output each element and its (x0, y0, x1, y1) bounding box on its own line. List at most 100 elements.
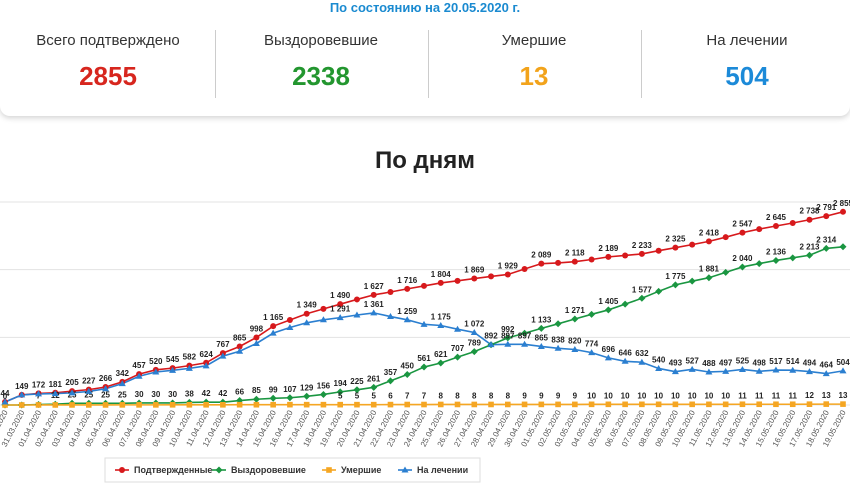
point (521, 329, 529, 337)
point (605, 253, 612, 260)
point (621, 357, 629, 364)
point (153, 402, 159, 408)
value-label: 10 (704, 391, 713, 400)
point (488, 273, 495, 280)
value-label: 25 (84, 390, 93, 399)
value-label: 525 (736, 356, 750, 365)
point (454, 401, 461, 408)
value-label: 767 (216, 340, 230, 349)
point (353, 311, 361, 318)
point (185, 364, 193, 371)
value-label: 632 (635, 349, 649, 358)
value-label: 85 (252, 386, 261, 395)
value-label: 1 869 (464, 266, 485, 275)
point (252, 339, 260, 346)
point (789, 366, 797, 373)
point (203, 401, 209, 408)
point (822, 370, 830, 377)
value-label: 42 (202, 389, 211, 398)
value-label: 2 189 (598, 244, 619, 253)
value-label: 774 (585, 340, 599, 349)
point (135, 372, 143, 379)
point (319, 390, 327, 398)
value-label: 9 (573, 391, 578, 400)
point (689, 401, 695, 408)
point (588, 310, 596, 318)
value-label: 25 (101, 390, 110, 399)
value-label: 10 (637, 391, 646, 400)
point (319, 316, 327, 323)
value-label: 129 (300, 383, 314, 392)
value-label: 11 (755, 391, 764, 400)
value-label: 30 (151, 390, 160, 399)
value-label: 10 (621, 391, 630, 400)
point (370, 401, 377, 408)
value-label: 992 (501, 325, 515, 334)
point (689, 241, 696, 248)
point (604, 354, 612, 361)
point (102, 385, 110, 392)
point (404, 401, 411, 408)
point (420, 363, 428, 371)
value-label: 205 (65, 378, 79, 387)
stat-value: 504 (725, 61, 769, 91)
value-label: 156 (317, 381, 331, 390)
point (805, 251, 813, 259)
point (738, 365, 746, 372)
value-label: 488 (702, 359, 716, 368)
value-label: 520 (149, 357, 163, 366)
point (269, 394, 277, 402)
point (655, 247, 662, 254)
value-label: 13 (822, 391, 831, 400)
value-label: 357 (384, 368, 398, 377)
point (336, 314, 344, 321)
point (336, 388, 344, 396)
point (421, 401, 427, 408)
value-label: 8 (439, 391, 444, 400)
value-label: 2 089 (531, 251, 552, 260)
point (655, 401, 662, 408)
value-label: 514 (786, 357, 800, 366)
point (437, 401, 444, 408)
value-label: 1 291 (330, 305, 351, 314)
value-label: 561 (417, 354, 431, 363)
point (671, 368, 679, 375)
value-label: 107 (283, 385, 297, 394)
value-label: 1 716 (397, 276, 418, 285)
value-label: 897 (518, 331, 532, 340)
value-label: 624 (199, 350, 213, 359)
point (437, 359, 445, 367)
point (840, 401, 846, 407)
value-label: 1 929 (498, 261, 519, 270)
value-label: 1 405 (598, 297, 619, 306)
point (537, 324, 545, 332)
legend-box (104, 457, 481, 483)
value-label: 194 (334, 379, 348, 388)
point (404, 285, 411, 292)
stat: На лечении 504 (641, 32, 850, 92)
value-label: 707 (451, 344, 465, 353)
value-label: 1 804 (431, 270, 452, 279)
value-label: 1 361 (364, 300, 385, 309)
chart-title: По дням (375, 147, 475, 174)
point (421, 282, 427, 289)
point (270, 401, 276, 408)
value-label: 9 (539, 391, 544, 400)
point (320, 401, 327, 408)
summary-card: По состоянию на 20.05.2020 г. Всего подт… (0, 0, 850, 116)
point (471, 275, 478, 282)
point (152, 368, 160, 375)
value-label: 9 (522, 391, 527, 400)
stat-label: Умершие (501, 32, 567, 49)
point (722, 401, 729, 408)
divider (215, 30, 216, 98)
point (303, 392, 311, 400)
point (386, 313, 394, 320)
point (756, 401, 762, 408)
legend-marker (401, 466, 409, 473)
point (639, 401, 645, 408)
point (655, 287, 663, 295)
point (538, 401, 545, 408)
point (337, 301, 344, 308)
point (437, 279, 444, 286)
